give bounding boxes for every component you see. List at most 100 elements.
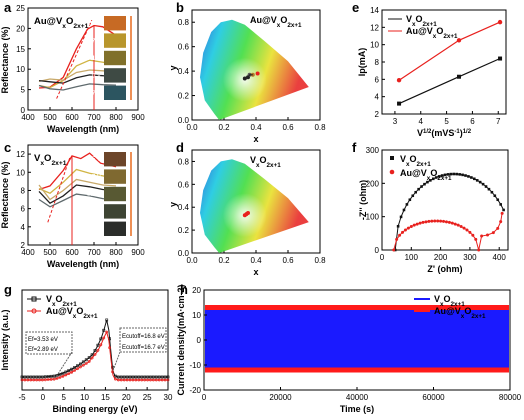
data-marker: [90, 356, 94, 360]
chromaticity-path: [244, 74, 253, 79]
swatch-label: 1.5 V: [87, 157, 101, 163]
x-tick-label: 400: [21, 248, 35, 257]
formula-part: O: [410, 154, 417, 164]
data-marker: [35, 375, 39, 379]
y-tick-label: 0: [197, 336, 202, 345]
formula-part: Au@: [406, 26, 427, 36]
panel-label-d: d: [176, 140, 184, 155]
swatch-label: 0.1 V: [87, 56, 101, 62]
data-marker: [125, 378, 129, 382]
data-marker: [61, 371, 65, 375]
data-marker: [23, 378, 27, 382]
data-marker: [134, 375, 138, 379]
x-tick-label: 40000: [346, 393, 369, 402]
data-marker: [163, 378, 167, 382]
data-marker: [102, 328, 106, 332]
x-tick-label: 20: [122, 393, 131, 402]
data-marker: [149, 375, 152, 379]
x-tick-label: 0.0: [186, 256, 198, 265]
x-axis-label: V1/2(mVS-1)1/2: [417, 128, 472, 138]
x-tick-label: 900: [131, 248, 145, 257]
legend-label: Au@VxO2x+1: [400, 168, 452, 182]
energy-annotation: Ecutoff=16.8 eV: [122, 334, 165, 340]
data-marker: [46, 378, 50, 381]
callout-line: [54, 351, 73, 379]
x-tick-label: 0.8: [314, 256, 326, 265]
formula-part: 2x+1: [83, 313, 98, 320]
panel-e: 3 4 5 6 72468101214VxO2x+1Au@VxO2x+1Ip(mA)V1…: [357, 6, 507, 138]
formula-part: 2x+1: [471, 313, 486, 320]
data-marker: [140, 375, 144, 379]
panel-label-c: c: [4, 140, 11, 155]
data-marker: [43, 375, 47, 379]
data-marker: [20, 378, 24, 382]
formula-part: Au@: [34, 16, 56, 27]
y-axis-label: Current density(mA·cm-2): [176, 284, 186, 395]
formula-part: x: [40, 160, 44, 167]
formula-part: Au@: [434, 306, 455, 316]
formula-part: x: [52, 301, 56, 308]
panel-a: 400 500 600 700 800 900 0 5 10 15 20 25 Au@VxO2x+11.…: [0, 4, 145, 134]
data-marker: [55, 376, 59, 380]
data-marker: [26, 375, 30, 379]
x-tick-label: 5: [61, 393, 66, 402]
swatch-label: 1.5 V: [87, 21, 101, 27]
data-marker: [166, 375, 170, 379]
y-tick-label: 4: [21, 223, 26, 232]
formula-part: x: [427, 175, 431, 182]
data-marker: [128, 378, 132, 382]
data-marker: [84, 362, 88, 365]
x-tick-label: 7: [496, 117, 501, 126]
panel-label-a: a: [4, 0, 12, 15]
panel-e-frame: [381, 9, 507, 115]
x-tick-label: 4: [419, 117, 424, 126]
data-marker: [35, 378, 39, 382]
formula-part: O: [436, 26, 443, 36]
data-marker: [49, 377, 53, 381]
panel-label-b: b: [176, 0, 184, 15]
y-tick-label: 6: [21, 205, 26, 214]
legend-label: VxO2x+1: [406, 14, 437, 28]
formula-part: V: [250, 155, 256, 165]
panel-d: 0.0 0.2 0.4 0.6 0.80.00.20.40.60.8 VxO2x+1yx: [168, 149, 326, 277]
x-tick-label: 600: [65, 248, 79, 257]
color-swatch: [104, 50, 126, 66]
data-marker: [38, 378, 41, 382]
data-marker: [116, 375, 120, 379]
y-tick-label: 2: [21, 241, 26, 250]
x-tick-label: 60000: [422, 393, 445, 402]
data-marker: [111, 370, 114, 374]
data-marker: [81, 363, 85, 367]
y-axis-label: Ip(mA): [357, 48, 367, 77]
data-marker: [38, 375, 41, 379]
data-marker: [456, 38, 462, 43]
formula-part: Au@: [250, 15, 271, 25]
panel-label-g: g: [4, 282, 12, 297]
panel-c-frame: [27, 144, 139, 246]
formula-part: O: [66, 16, 73, 27]
y-tick-label: 0.4: [178, 203, 190, 212]
data-marker: [26, 378, 30, 382]
data-marker: [137, 375, 141, 379]
data-marker: [29, 378, 33, 382]
energy-annotation: Ecutoff=16.7 eV: [122, 345, 165, 351]
panel-label-e: e: [352, 0, 359, 15]
data-marker: [73, 369, 76, 372]
color-swatch: [104, 204, 126, 219]
y-axis-label: Intensity (a.u.): [0, 309, 10, 370]
data-marker: [146, 378, 149, 382]
formula-part: O: [260, 155, 267, 165]
x-tick-label: 0: [202, 393, 207, 402]
data-marker: [397, 101, 402, 106]
x-tick-label: -5: [18, 393, 26, 402]
x-tick-label: 6: [470, 117, 475, 126]
data-marker: [76, 367, 79, 371]
x-tick-label: 0.4: [250, 256, 262, 265]
data-marker: [149, 378, 152, 382]
y-axis-label: -Z'' (ohm): [358, 180, 368, 220]
spectrum-line: [38, 74, 117, 84]
formula-part: 2x+1: [73, 23, 88, 30]
chromaticity-point: [255, 71, 260, 76]
data-marker: [79, 362, 82, 366]
